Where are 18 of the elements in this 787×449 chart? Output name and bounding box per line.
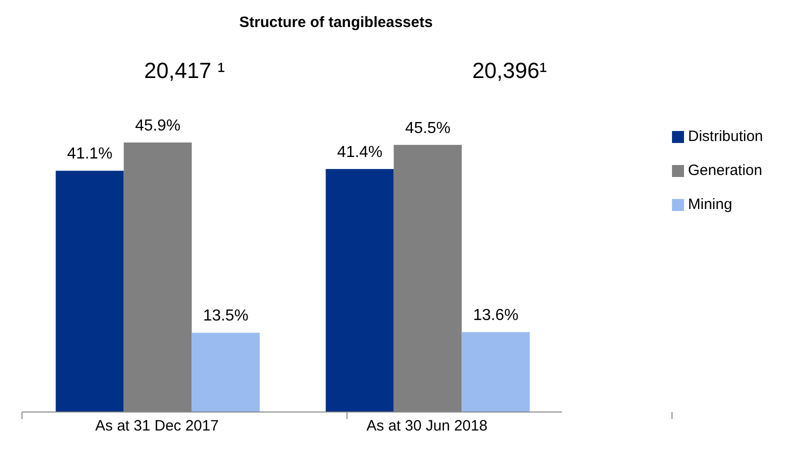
x-tick-label: As at 31 Dec 2017 bbox=[95, 418, 219, 435]
legend-label: Distribution bbox=[688, 128, 764, 145]
data-label: 45.9% bbox=[135, 118, 180, 135]
legend-label: Mining bbox=[688, 196, 732, 213]
bar bbox=[192, 332, 260, 412]
data-label: 41.1% bbox=[67, 146, 112, 163]
data-label: 41.4% bbox=[337, 144, 382, 161]
bar bbox=[462, 332, 530, 412]
data-label: 13.5% bbox=[203, 308, 248, 325]
text: 20,417 ¹ bbox=[143, 58, 226, 84]
data-label: 13.6% bbox=[473, 307, 518, 324]
text: 20,396¹ bbox=[471, 58, 548, 84]
data-label: 45.5% bbox=[405, 120, 450, 137]
chart-title: Structure of tangibleassets bbox=[238, 14, 434, 31]
x-tick-label: As at 30 Jun 2018 bbox=[366, 418, 488, 435]
legend-label: Generation bbox=[688, 162, 762, 179]
bar bbox=[56, 170, 124, 412]
bar bbox=[326, 168, 394, 412]
